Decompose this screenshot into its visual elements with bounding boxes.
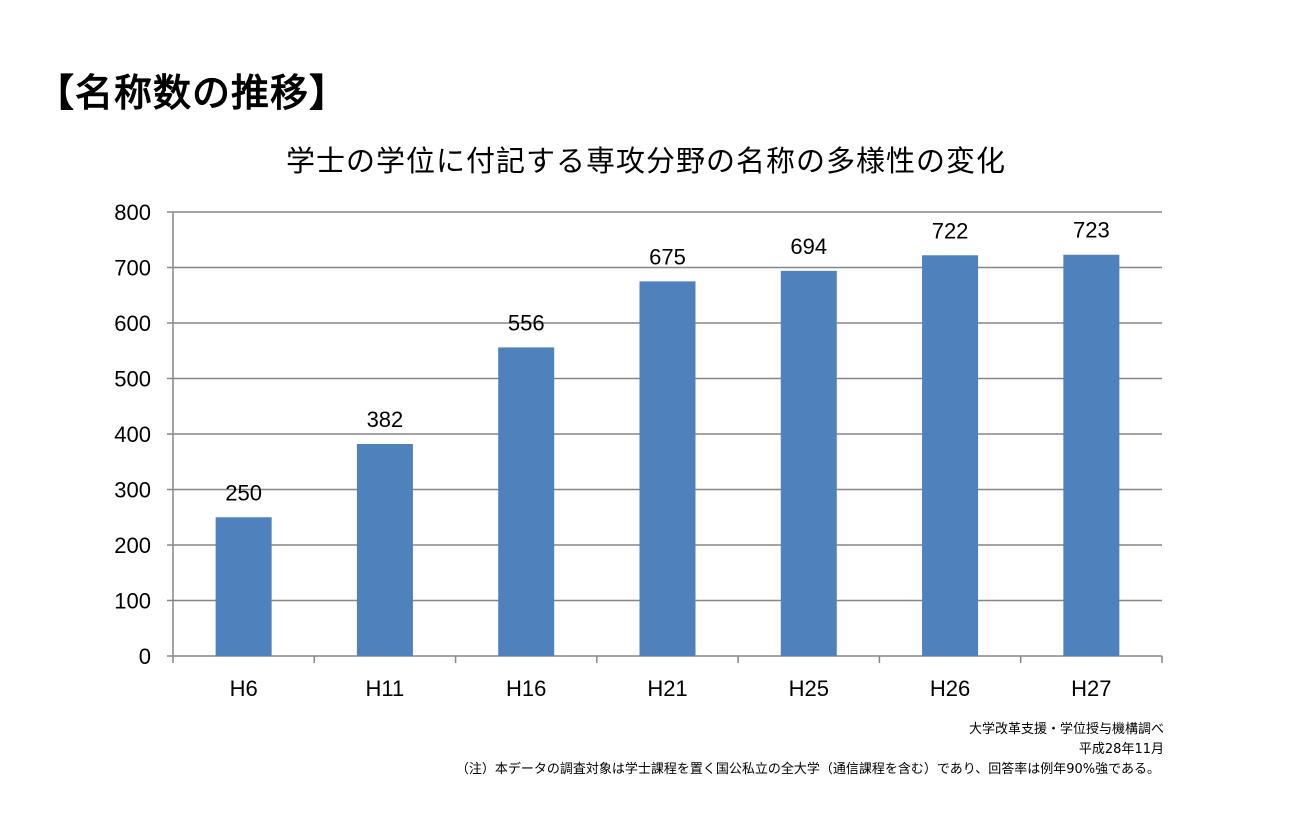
bar xyxy=(498,347,555,656)
bar xyxy=(780,270,837,656)
source-date: 平成28年11月 xyxy=(1078,742,1164,757)
y-tick-label: 400 xyxy=(114,422,151,447)
x-tick-label: H11 xyxy=(366,676,405,701)
y-tick-label: 100 xyxy=(114,589,151,614)
y-tick-label: 0 xyxy=(139,644,151,669)
x-tick-label: H6 xyxy=(230,676,258,701)
x-tick-label: H27 xyxy=(1071,676,1111,701)
bar xyxy=(215,517,272,656)
page-heading: 【名称数の推移】 xyxy=(36,71,349,115)
y-tick-label: 700 xyxy=(114,256,151,281)
bar xyxy=(356,443,413,656)
y-tick-label: 600 xyxy=(114,311,151,336)
y-tick-label: 200 xyxy=(114,533,151,558)
data-label: 250 xyxy=(225,480,262,505)
chart-title: 学士の学位に付記する専攻分野の名称の多様性の変化 xyxy=(285,144,1006,178)
bar xyxy=(922,255,979,657)
data-label: 722 xyxy=(932,218,969,243)
y-tick-label: 800 xyxy=(114,200,151,225)
data-label: 694 xyxy=(790,234,827,259)
x-tick-label: H25 xyxy=(789,676,829,701)
source-credit: 大学改革支援・学位授与機構調べ xyxy=(968,722,1164,737)
bar xyxy=(1063,254,1120,657)
bar xyxy=(639,281,696,656)
data-label: 556 xyxy=(508,310,545,335)
data-label: 382 xyxy=(367,407,404,432)
x-tick-label: H21 xyxy=(647,676,687,701)
x-tick-label: H26 xyxy=(930,676,970,701)
x-tick-label: H16 xyxy=(506,676,546,701)
data-label: 723 xyxy=(1073,218,1110,243)
y-tick-label: 500 xyxy=(114,367,151,392)
data-label: 675 xyxy=(649,244,686,269)
footnote: （注）本データの調査対象は学士課程を置く国公私立の全大学（通信課程を含む）であり… xyxy=(455,762,1160,777)
y-tick-label: 300 xyxy=(114,478,151,503)
